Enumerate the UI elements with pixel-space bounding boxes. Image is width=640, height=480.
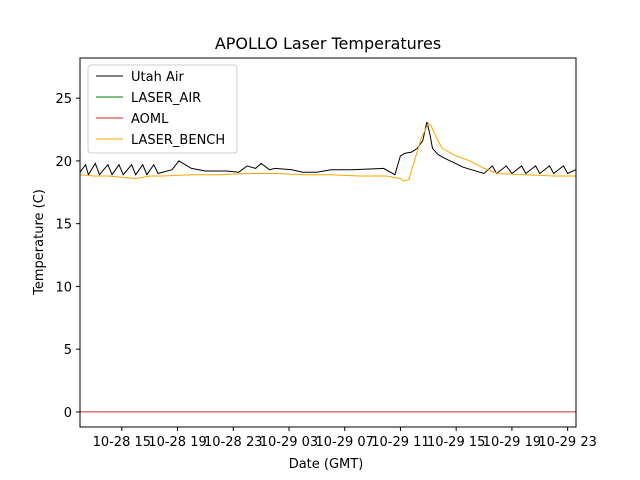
y-axis-label: Temperature (C) (32, 189, 47, 296)
x-tick-label: 10-28 15 (93, 435, 151, 450)
y-axis: 0 5 10 15 20 25 (55, 92, 80, 421)
x-axis-label: Date (GMT) (289, 457, 364, 472)
x-tick-label: 10-29 03 (260, 435, 318, 450)
y-tick-label: 15 (55, 218, 72, 233)
x-tick-label: 10-29 15 (427, 435, 485, 450)
x-tick-label: 10-28 23 (204, 435, 262, 450)
legend-label: AOML (131, 112, 169, 127)
legend-label: Utah Air (131, 70, 184, 85)
legend-box (87, 64, 238, 154)
series-line-utah-air (79, 121, 577, 176)
chart-title: APOLLO Laser Temperatures (215, 34, 441, 53)
y-tick-label: 10 (55, 280, 72, 295)
y-tick-label: 20 (55, 155, 72, 170)
legend: Utah Air LASER_AIR AOML LASER_BENCH (87, 64, 238, 154)
y-tick-label: 5 (64, 343, 72, 358)
x-tick-label: 10-29 19 (483, 435, 541, 450)
legend-label: LASER_BENCH (131, 133, 225, 148)
y-tick-label: 0 (64, 406, 72, 421)
legend-label: LASER_AIR (131, 91, 201, 106)
series-line-laser-bench (79, 122, 576, 182)
y-tick-label: 25 (55, 92, 72, 107)
plot-area (79, 121, 577, 413)
x-tick-label: 10-29 11 (371, 435, 429, 450)
x-tick-label: 10-28 19 (148, 435, 206, 450)
x-tick-label: 10-29 07 (315, 435, 373, 450)
x-tick-label: 10-29 23 (538, 435, 596, 450)
plot-frame (79, 57, 577, 428)
